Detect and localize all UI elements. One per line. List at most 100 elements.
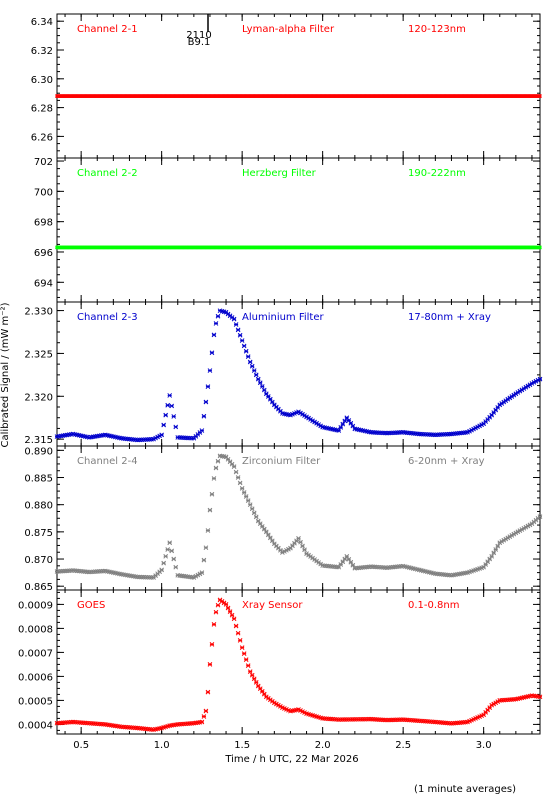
data-point [537, 245, 542, 250]
x-tick-label: 1.0 [154, 740, 170, 751]
series-markers [55, 94, 542, 99]
y-tick-label: 0.0006 [18, 672, 53, 683]
data-point [213, 321, 219, 326]
x-tick-label: 1.5 [234, 740, 250, 751]
y-tick-label: 2.320 [24, 392, 53, 403]
data-point [239, 645, 245, 650]
data-point [255, 376, 261, 382]
y-tick-label: 6.32 [31, 46, 53, 57]
data-point [269, 538, 275, 544]
data-point [300, 543, 305, 549]
data-point [209, 350, 215, 356]
data-point [231, 616, 237, 622]
x-tick-label: 2.0 [315, 740, 331, 751]
series-markers [54, 453, 543, 580]
panel-3: 2.315 2.320 2.325 2.330 Channel 2-3 Aluminium… [24, 301, 543, 447]
data-point [203, 708, 209, 714]
data-point [235, 327, 241, 333]
series-markers [54, 308, 543, 443]
data-point [165, 402, 171, 408]
data-point [161, 422, 167, 428]
data-point [205, 689, 211, 695]
data-point [251, 368, 257, 373]
data-point [245, 498, 251, 503]
data-point [203, 545, 209, 551]
band-label: 0.1-0.8nm [408, 600, 460, 611]
data-point [213, 465, 219, 471]
data-point [237, 480, 243, 486]
data-point [241, 343, 247, 349]
data-point [215, 313, 221, 319]
data-point [243, 657, 249, 662]
data-point [203, 399, 209, 405]
panel-frame [56, 589, 541, 735]
y-tick-label: 694 [34, 278, 53, 289]
y-tick-label: 2.330 [24, 307, 53, 318]
data-point [171, 414, 177, 419]
y-tick-label: 696 [34, 248, 53, 259]
y-tick-label: 0.0004 [18, 720, 53, 731]
data-point [241, 490, 247, 495]
data-point [253, 372, 259, 378]
data-point [213, 609, 219, 615]
data-point [298, 539, 303, 545]
data-point [249, 363, 255, 369]
data-point [233, 623, 239, 629]
panel-frame [56, 13, 541, 159]
y-tick-label: 6.28 [31, 104, 53, 115]
data-point [537, 376, 543, 382]
data-point [211, 332, 217, 338]
data-point [161, 560, 167, 566]
data-point [205, 384, 211, 389]
panel-frame [56, 445, 541, 591]
data-point [201, 413, 207, 419]
series-markers [55, 245, 542, 250]
data-point [269, 399, 275, 405]
y-tick-label: 0.885 [24, 474, 53, 485]
data-point [167, 393, 173, 398]
event-marker-time: 2110 [186, 30, 211, 41]
data-point [259, 384, 265, 389]
data-point [209, 642, 215, 647]
data-point [263, 529, 269, 535]
channel-label: Channel 2-2 [77, 168, 138, 179]
data-point [239, 486, 245, 491]
data-point [491, 550, 497, 556]
series-markers [54, 597, 543, 733]
data-point [346, 556, 352, 562]
data-point [302, 547, 307, 553]
data-point [245, 354, 251, 359]
data-point [235, 630, 241, 636]
panel-4: 0.865 0.870 0.875 0.880 0.885 0.890 Channel 2-… [24, 445, 543, 593]
data-point [340, 421, 346, 427]
data-point [344, 553, 350, 559]
data-point [243, 348, 249, 354]
data-point [338, 425, 344, 430]
data-point [215, 602, 221, 608]
data-point [163, 412, 169, 418]
data-point [350, 423, 356, 429]
data-point [205, 528, 211, 533]
data-point [207, 662, 213, 667]
x-tick-label: 0.5 [73, 740, 89, 751]
y-tick-label: 6.34 [31, 17, 53, 28]
band-label: 17-80nm + Xray [408, 312, 491, 323]
data-point [229, 612, 235, 618]
y-tick-label: 0.0005 [18, 696, 53, 707]
y-tick-label: 0.875 [24, 528, 53, 539]
data-point [173, 564, 179, 570]
data-point [159, 567, 165, 573]
data-point [201, 557, 207, 563]
y-tick-label: 0.880 [24, 501, 53, 512]
data-point [336, 428, 342, 433]
data-point [243, 494, 249, 499]
data-point [207, 507, 213, 513]
band-label: 120-123nm [408, 24, 466, 35]
data-point [173, 424, 179, 430]
x-tick-label: 2.5 [395, 740, 411, 751]
data-point [249, 672, 255, 678]
data-point [207, 368, 213, 373]
data-point [263, 391, 269, 397]
panels-group: 6.26 6.28 6.30 6.32 6.34 Channel 2-1 Lyman-alp… [18, 13, 543, 751]
